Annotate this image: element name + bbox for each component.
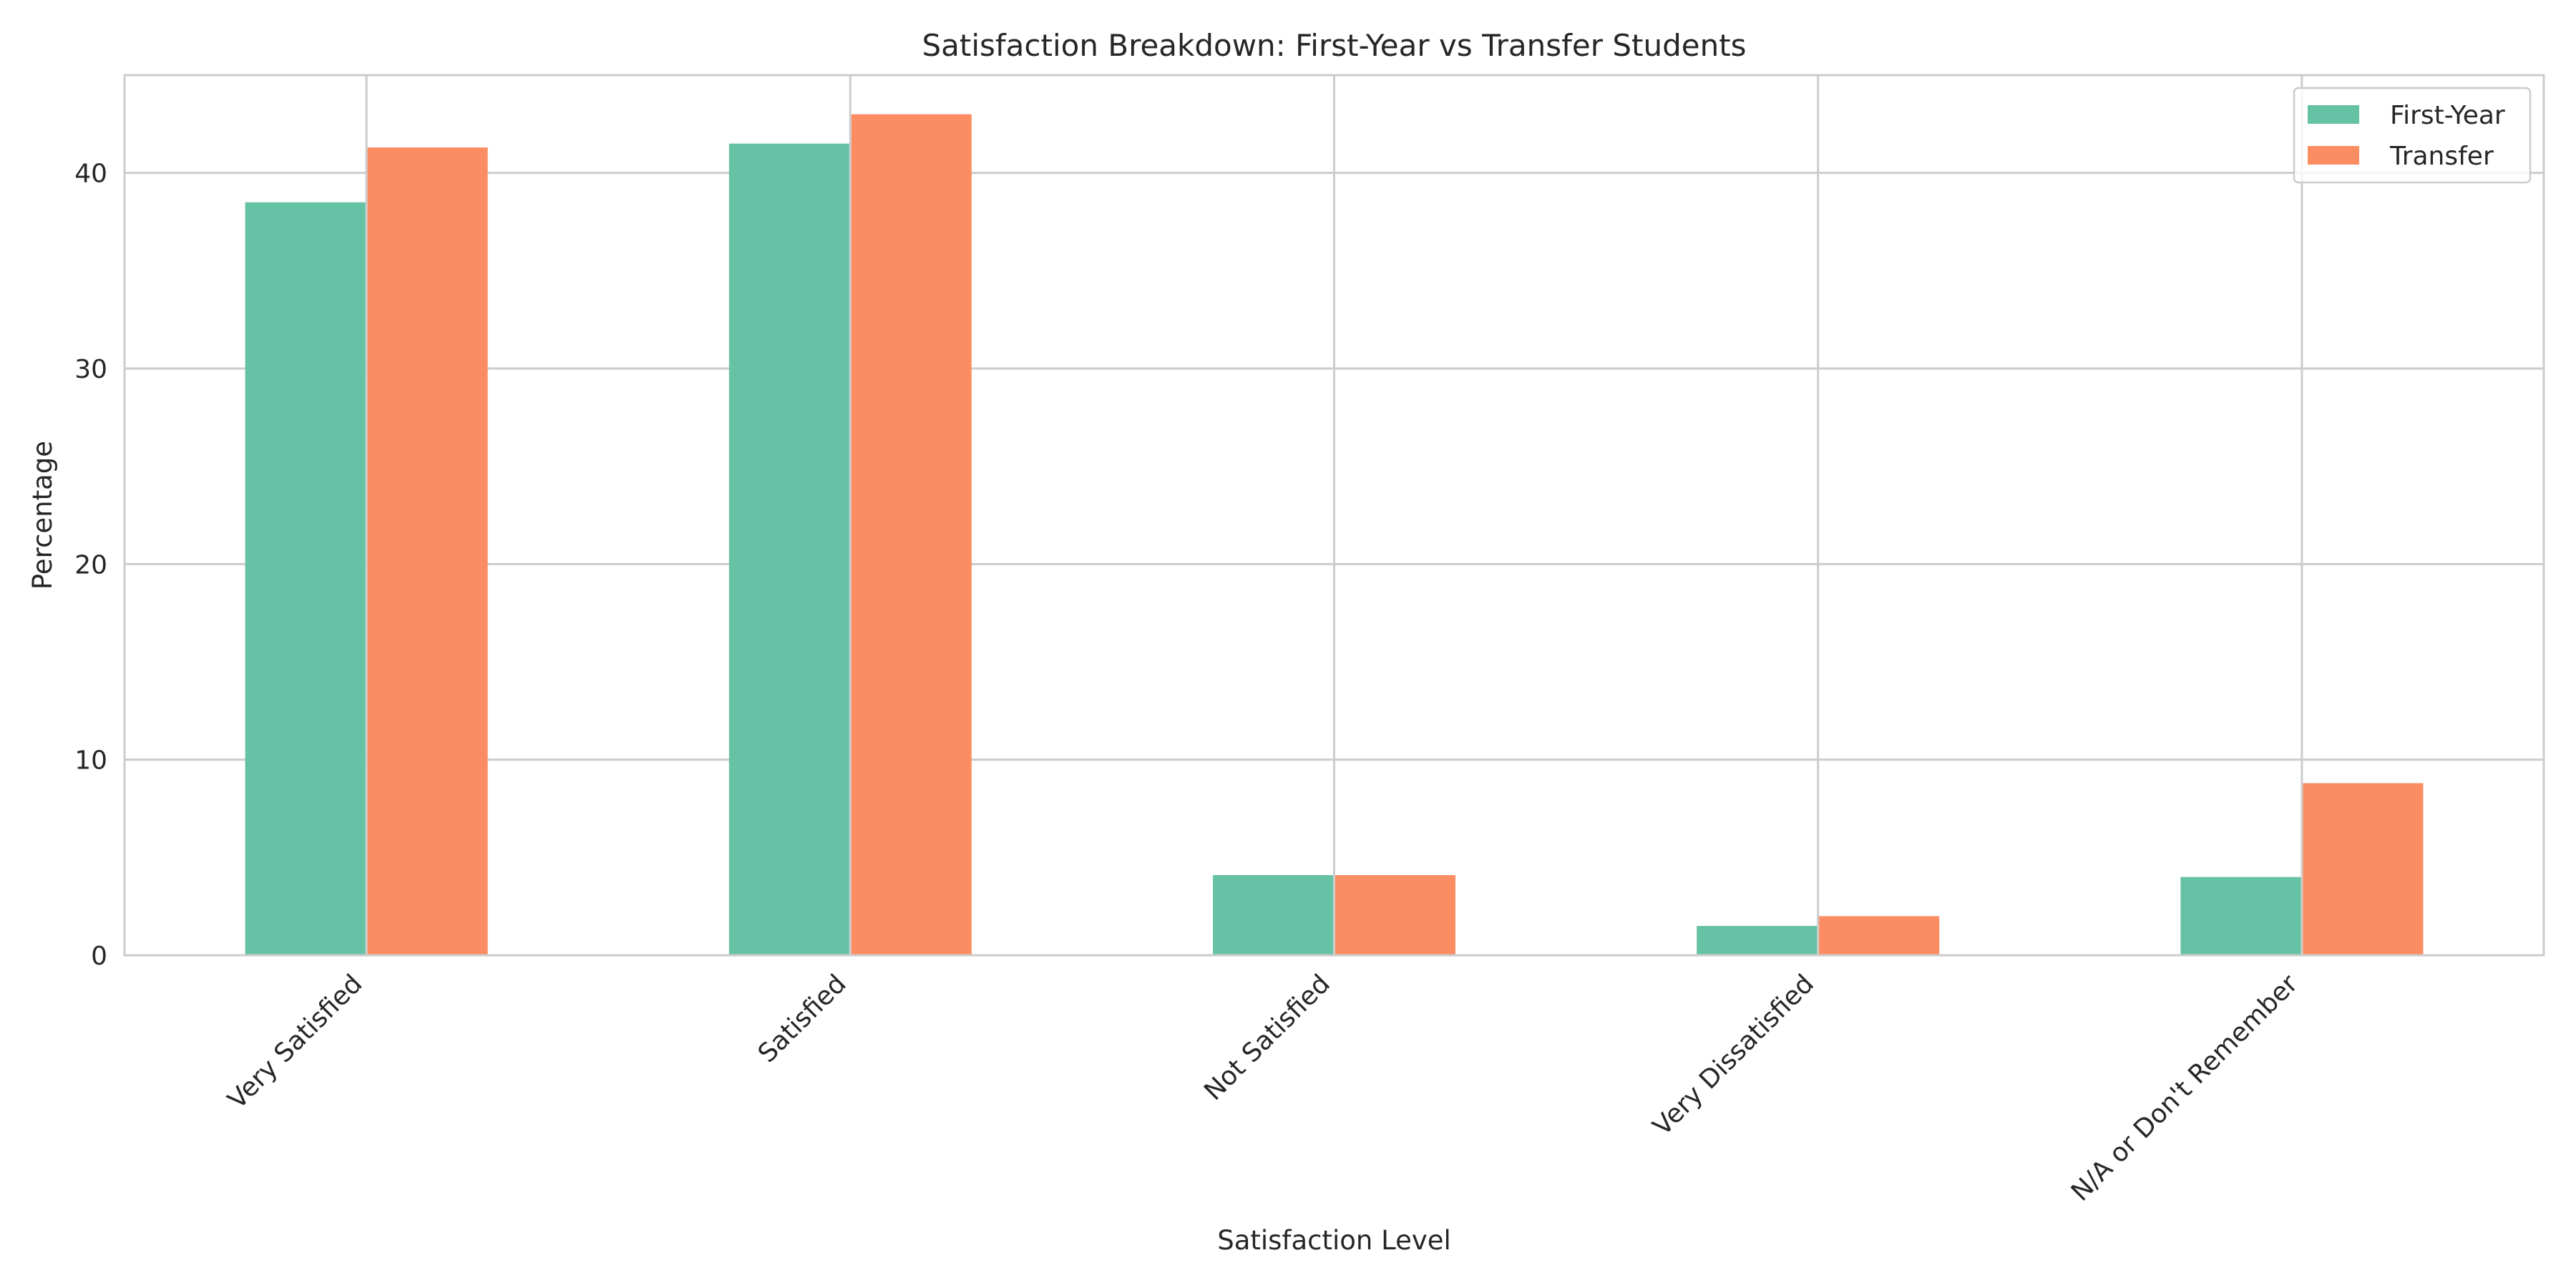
y-tick-label: 10 bbox=[74, 746, 107, 776]
bar-first-year-4 bbox=[2180, 877, 2301, 955]
bar-first-year-3 bbox=[1697, 926, 1818, 955]
y-tick-label: 20 bbox=[74, 550, 107, 580]
legend-swatch-transfer bbox=[2308, 146, 2359, 165]
x-tick-label: Very Dissatisfied bbox=[1647, 969, 1820, 1141]
x-tick-label: Not Satisfied bbox=[1199, 969, 1336, 1106]
plot-frame bbox=[123, 74, 2545, 957]
bar-first-year-2 bbox=[1213, 874, 1333, 955]
y-tick-label: 0 bbox=[91, 942, 107, 971]
y-tick-label: 30 bbox=[74, 355, 107, 384]
bar-first-year-0 bbox=[245, 202, 366, 956]
x-axis-label: Satisfaction Level bbox=[1217, 1225, 1451, 1256]
x-tick-label: N/A or Don't Remember bbox=[2066, 969, 2304, 1207]
x-tick-label: Satisfied bbox=[753, 969, 852, 1068]
bar-transfer-4 bbox=[2303, 783, 2424, 955]
legend-swatch-first-year bbox=[2308, 105, 2359, 124]
bar-transfer-1 bbox=[851, 114, 972, 956]
y-tick-label: 40 bbox=[74, 160, 107, 189]
bar-transfer-2 bbox=[1335, 874, 1455, 955]
bar-transfer-3 bbox=[1819, 916, 1940, 955]
x-tick-label: Very Satisfied bbox=[223, 969, 369, 1115]
chart-title: Satisfaction Breakdown: First-Year vs Tr… bbox=[922, 28, 1746, 63]
y-axis-label: Percentage bbox=[27, 441, 58, 590]
legend: First-Year Transfer bbox=[2293, 87, 2532, 184]
bars bbox=[245, 114, 2424, 956]
legend-label-first-year: First-Year bbox=[2390, 101, 2505, 130]
bar-first-year-1 bbox=[728, 143, 849, 956]
bar-transfer-0 bbox=[367, 147, 488, 956]
legend-label-transfer: Transfer bbox=[2389, 142, 2494, 171]
